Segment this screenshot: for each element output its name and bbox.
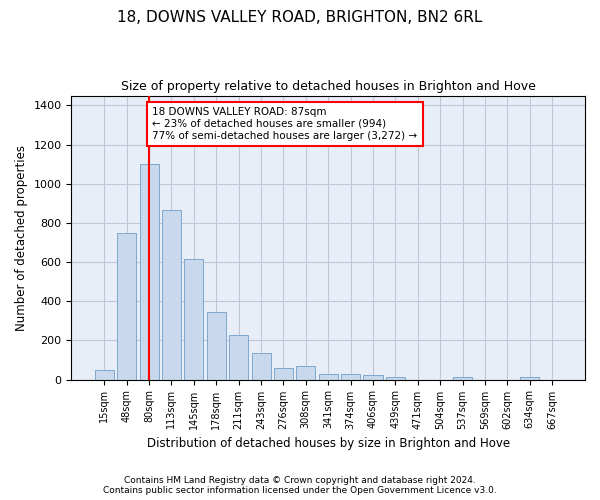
X-axis label: Distribution of detached houses by size in Brighton and Hove: Distribution of detached houses by size … bbox=[146, 437, 510, 450]
Text: 18, DOWNS VALLEY ROAD, BRIGHTON, BN2 6RL: 18, DOWNS VALLEY ROAD, BRIGHTON, BN2 6RL bbox=[118, 10, 482, 25]
Bar bbox=[364, 376, 383, 380]
Bar bbox=[274, 368, 293, 380]
Bar bbox=[184, 259, 203, 380]
Bar bbox=[453, 376, 472, 380]
Bar bbox=[229, 336, 248, 380]
Bar bbox=[520, 376, 539, 380]
Text: 18 DOWNS VALLEY ROAD: 87sqm
← 23% of detached houses are smaller (994)
77% of se: 18 DOWNS VALLEY ROAD: 87sqm ← 23% of det… bbox=[152, 108, 418, 140]
Bar bbox=[162, 210, 181, 380]
Bar bbox=[95, 370, 114, 380]
Bar bbox=[207, 312, 226, 380]
Bar bbox=[140, 164, 158, 380]
Bar bbox=[319, 374, 338, 380]
Bar bbox=[117, 232, 136, 380]
Bar bbox=[251, 353, 271, 380]
Bar bbox=[386, 376, 405, 380]
Bar bbox=[341, 374, 360, 380]
Text: Contains HM Land Registry data © Crown copyright and database right 2024.
Contai: Contains HM Land Registry data © Crown c… bbox=[103, 476, 497, 495]
Title: Size of property relative to detached houses in Brighton and Hove: Size of property relative to detached ho… bbox=[121, 80, 536, 93]
Bar bbox=[296, 366, 316, 380]
Y-axis label: Number of detached properties: Number of detached properties bbox=[15, 144, 28, 330]
